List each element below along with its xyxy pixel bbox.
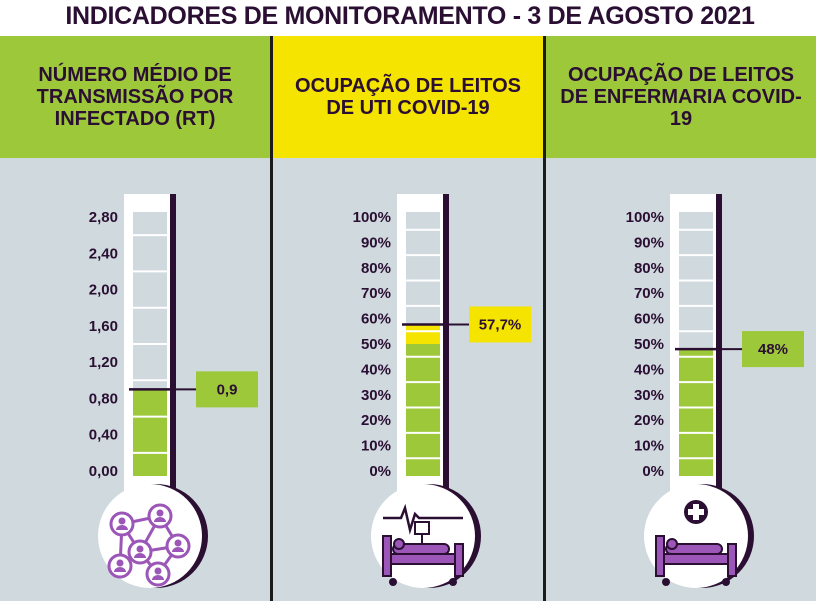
value-callout-label: 57,7% — [479, 316, 522, 333]
tick-label: 0,80 — [89, 390, 118, 407]
thermometer-rt: 2,80 2,40 2,00 1,60 1,20 0,80 0,40 0,00 0,9 — [89, 194, 258, 588]
tick-label: 100% — [353, 209, 391, 226]
tick-label: 50% — [634, 336, 664, 353]
panel-header-enfermaria: OCUPAÇÃO DE LEITOS DE ENFERMARIA COVID-1… — [546, 36, 816, 158]
tick-label: 20% — [361, 412, 391, 429]
tick-label: 1,20 — [89, 354, 118, 371]
tick-label: 2,00 — [89, 282, 118, 299]
tick-label: 60% — [634, 311, 664, 328]
hospital-bed-icon — [655, 500, 737, 586]
tick-label: 40% — [361, 361, 391, 378]
value-callout-box — [196, 371, 258, 408]
icu-bed-icon — [382, 503, 464, 586]
tick-label: 20% — [634, 412, 664, 429]
thermometer-fill — [679, 349, 713, 476]
page-title: INDICADORES DE MONITORAMENTO - 3 DE AGOS… — [65, 2, 755, 30]
panel-title-rt: NÚMERO MÉDIO DE TRANSMISSÃO POR INFECTAD… — [36, 64, 234, 130]
tick-label: 50% — [361, 336, 391, 353]
panel-uti: OCUPAÇÃO DE LEITOS DE UTI COVID-19 100% 9… — [273, 36, 543, 601]
tick-label: 30% — [361, 387, 391, 404]
tick-label: 70% — [361, 285, 391, 302]
thermometer-enfermaria: 100% 90% 80% 70% 60% 50% 40% 30% 20% 10% 0% 48% — [626, 194, 804, 588]
tick-label: 60% — [361, 311, 391, 328]
thermometer-fill-top — [406, 324, 440, 344]
tick-label: 90% — [361, 234, 391, 251]
panel-divider — [270, 36, 273, 601]
tick-label: 1,60 — [89, 318, 118, 335]
thermometer-uti: 100% 90% 80% 70% 60% 50% 40% 30% 20% 10% 0% 57,7% — [353, 194, 531, 588]
tick-label: 2,80 — [89, 209, 118, 226]
tick-label: 0% — [642, 463, 664, 480]
tick-label: 0% — [369, 463, 391, 480]
panel-header-uti: OCUPAÇÃO DE LEITOS DE UTI COVID-19 — [273, 36, 543, 158]
tick-label: 10% — [634, 438, 664, 455]
thermometer-fill — [406, 344, 440, 476]
tick-label: 30% — [634, 387, 664, 404]
panel-title-uti: OCUPAÇÃO DE LEITOS DE UTI COVID-19 — [295, 75, 521, 119]
thermometer-fill — [133, 389, 167, 476]
panel-divider — [543, 36, 546, 601]
tick-label: 100% — [626, 209, 664, 226]
panel-rt: NÚMERO MÉDIO DE TRANSMISSÃO POR INFECTAD… — [0, 36, 270, 601]
value-callout-label: 0,9 — [217, 381, 238, 398]
tick-label: 0,00 — [89, 463, 118, 480]
value-callout-box — [469, 306, 531, 343]
tick-label: 80% — [634, 260, 664, 277]
tick-label: 70% — [634, 285, 664, 302]
tick-label: 10% — [361, 438, 391, 455]
value-callout-label: 48% — [758, 341, 788, 358]
panel-title-enfermaria: OCUPAÇÃO DE LEITOS DE ENFERMARIA COVID-1… — [560, 64, 802, 130]
value-callout-box — [742, 331, 804, 368]
tick-label: 2,40 — [89, 245, 118, 262]
tick-label: 0,40 — [89, 427, 118, 444]
panel-enfermaria: OCUPAÇÃO DE LEITOS DE ENFERMARIA COVID-1… — [546, 36, 816, 601]
people-network-icon — [107, 503, 191, 587]
tick-label: 80% — [361, 260, 391, 277]
panel-header-rt: NÚMERO MÉDIO DE TRANSMISSÃO POR INFECTAD… — [0, 36, 270, 158]
tick-label: 90% — [634, 234, 664, 251]
tick-label: 40% — [634, 361, 664, 378]
